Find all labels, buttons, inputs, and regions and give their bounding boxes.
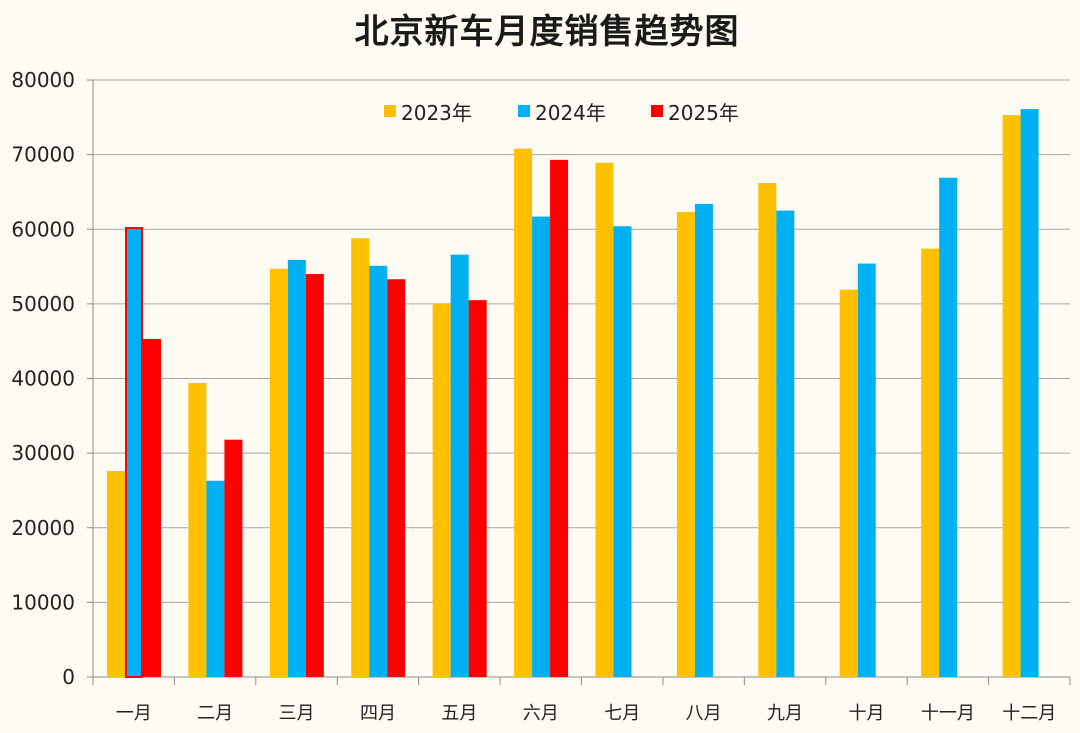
y-tick-label: 30000 bbox=[11, 441, 75, 465]
bar-2024年-二月 bbox=[206, 480, 225, 677]
bar-2025年-五月 bbox=[468, 300, 487, 677]
bar-2024年-四月 bbox=[369, 265, 388, 677]
y-tick-label: 20000 bbox=[11, 516, 75, 540]
bar-2025年-六月 bbox=[550, 159, 569, 677]
bar-2024年-六月 bbox=[532, 216, 551, 677]
legend-label: 2025年 bbox=[668, 101, 739, 125]
legend-label: 2024年 bbox=[535, 101, 606, 125]
bar-2023年-三月 bbox=[269, 268, 288, 677]
bar-2024年-七月 bbox=[613, 226, 632, 677]
legend-swatch bbox=[651, 105, 663, 117]
bar-2023年-十一月 bbox=[921, 248, 940, 677]
x-tick-label: 七月 bbox=[604, 703, 640, 724]
bar-2023年-十二月 bbox=[1002, 115, 1021, 678]
bar-2024年-十一月 bbox=[939, 177, 958, 678]
x-tick-label: 五月 bbox=[441, 703, 477, 724]
bar-2023年-八月 bbox=[676, 212, 695, 677]
x-tick-label: 九月 bbox=[767, 703, 803, 724]
bar-2023年-一月 bbox=[107, 471, 125, 677]
bar-2023年-十月 bbox=[839, 289, 858, 677]
x-tick-label: 六月 bbox=[523, 703, 559, 724]
bar-2024年-十月 bbox=[857, 263, 876, 677]
y-tick-label: 60000 bbox=[11, 217, 75, 241]
x-tick-label: 四月 bbox=[360, 703, 396, 724]
bar-2024年-三月 bbox=[287, 259, 306, 677]
bar-2023年-六月 bbox=[514, 148, 533, 677]
x-tick-label: 一月 bbox=[116, 703, 152, 724]
x-tick-label: 八月 bbox=[686, 703, 722, 724]
bar-2024年-五月 bbox=[450, 254, 469, 677]
x-tick-label: 二月 bbox=[197, 703, 233, 724]
x-tick-label: 十二月 bbox=[1002, 703, 1056, 724]
bar-2025年-一月 bbox=[143, 338, 161, 677]
bar-2025年-二月 bbox=[224, 439, 243, 677]
gridlines bbox=[93, 79, 1070, 603]
y-tick-label: 80000 bbox=[11, 68, 75, 92]
bars bbox=[107, 109, 1039, 678]
bar-2023年-七月 bbox=[595, 162, 614, 678]
bar-2023年-五月 bbox=[432, 303, 451, 677]
chart-title: 北京新车月度销售趋势图 bbox=[354, 12, 740, 52]
bar-2023年-二月 bbox=[188, 382, 207, 677]
axes: 0 10000 20000 30000 40000 50000 60000 70000 8000… bbox=[11, 68, 1071, 724]
y-tick-label: 10000 bbox=[11, 590, 75, 614]
x-tick-label: 三月 bbox=[279, 703, 315, 724]
bar-2023年-九月 bbox=[758, 182, 777, 678]
legend-label: 2023年 bbox=[401, 101, 472, 125]
y-tick-label: 70000 bbox=[11, 143, 75, 167]
x-tick-label: 十一月 bbox=[921, 703, 975, 724]
y-tick-label: 0 bbox=[62, 665, 75, 689]
bar-2024年-八月 bbox=[694, 203, 713, 677]
y-tick-label: 40000 bbox=[11, 367, 75, 391]
legend-swatch bbox=[518, 105, 530, 117]
bar-2024年-十二月 bbox=[1020, 109, 1039, 677]
x-tick-label: 十月 bbox=[848, 703, 884, 724]
bar-2025年-四月 bbox=[387, 279, 406, 677]
bar-2025年-三月 bbox=[305, 274, 324, 677]
legend-swatch bbox=[384, 105, 396, 117]
bar-2023年-四月 bbox=[351, 238, 370, 677]
y-tick-label: 50000 bbox=[11, 292, 75, 316]
bar-2024年-一月 bbox=[125, 227, 143, 678]
bar-2024年-九月 bbox=[776, 210, 795, 677]
legend: 2023年 2024年 2025年 bbox=[384, 101, 739, 125]
